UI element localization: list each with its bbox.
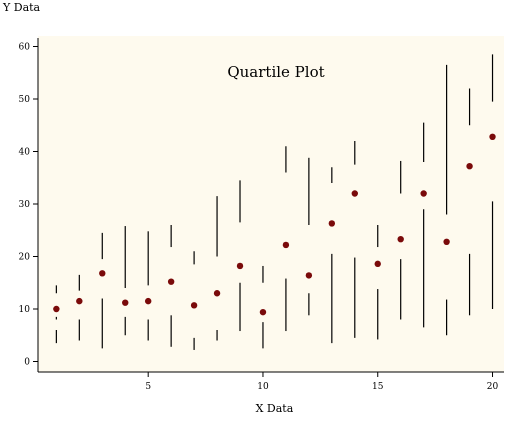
x-axis-ticks: 5 10 15 20: [145, 372, 499, 392]
y-tick-label: 30: [19, 200, 31, 210]
median-point: [99, 270, 106, 277]
median-point: [259, 308, 267, 316]
x-tick-label: 20: [487, 382, 499, 392]
median-point: [443, 238, 450, 245]
median-point: [466, 163, 473, 170]
median-point: [489, 133, 496, 140]
median-point: [213, 290, 221, 297]
median-point: [144, 297, 152, 305]
whisker-lines: [55, 54, 494, 350]
median-point: [167, 278, 175, 285]
median-point: [351, 190, 358, 197]
median-point: [305, 272, 313, 279]
median-point: [76, 297, 83, 305]
y-axis-title: Y Data: [2, 1, 41, 14]
y-axis-ticks: 0 10 20 30 40 50 60: [19, 43, 38, 368]
plot-area-background: [38, 36, 504, 372]
y-tick-label: 60: [19, 43, 31, 53]
x-tick-label: 10: [257, 382, 269, 392]
y-tick-label: 0: [24, 358, 30, 368]
chart-title: Quartile Plot: [227, 63, 324, 81]
y-tick-label: 20: [19, 253, 31, 263]
median-point: [374, 260, 381, 268]
y-tick-label: 50: [19, 95, 31, 105]
median-point: [328, 220, 336, 227]
median-point: [397, 235, 404, 243]
x-tick-label: 15: [372, 382, 384, 392]
median-point: [53, 305, 60, 313]
median-point: [122, 299, 129, 306]
y-tick-label: 40: [19, 148, 31, 158]
x-axis-title: X Data: [256, 402, 294, 415]
x-tick-label: 5: [145, 382, 151, 392]
median-point: [236, 262, 244, 270]
median-points: [53, 133, 496, 316]
median-point: [420, 190, 427, 197]
median-point: [190, 302, 198, 309]
y-tick-label: 10: [19, 305, 31, 315]
median-point: [282, 241, 290, 249]
